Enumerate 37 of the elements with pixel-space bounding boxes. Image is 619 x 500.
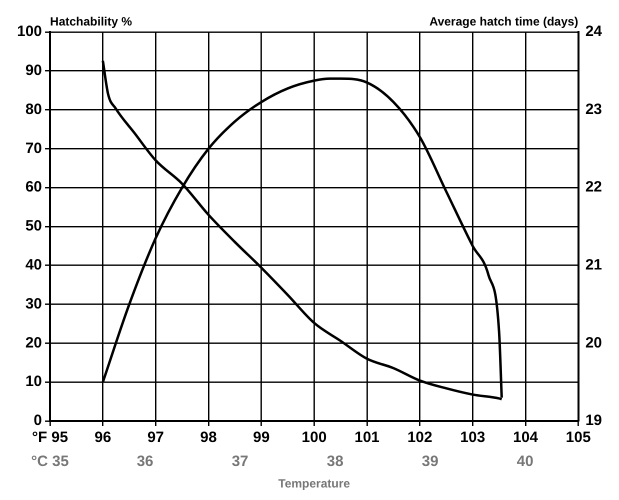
y-tick-label: 60 <box>25 178 42 196</box>
x-tick-label: 97 <box>147 429 164 446</box>
x-axis-title: Temperature <box>278 476 350 490</box>
x2-tick-label: 39 <box>422 453 438 470</box>
x-tick-label: 100 <box>302 429 327 446</box>
y2-tick-label: 24 <box>585 23 603 40</box>
y-tick-label: 30 <box>25 295 42 312</box>
y-tick-label: 100 <box>16 23 42 40</box>
y-tick-label: 0 <box>34 412 42 430</box>
y-tick-label: 10 <box>25 373 42 390</box>
y-axis-title: Hatchability % <box>50 14 132 28</box>
y2-tick-label: 21 <box>585 256 602 274</box>
x2-tick-label: 36 <box>136 453 154 470</box>
x-tick-label: 99 <box>253 429 270 446</box>
y2-tick-label: 20 <box>585 334 602 352</box>
x-tick-label: 101 <box>354 429 380 446</box>
x-tick-label: 98 <box>200 429 217 446</box>
y2-axis-title: Average hatch time (days) <box>429 14 578 28</box>
x2-tick-label: °C 35 <box>31 453 69 470</box>
y-tick-label: 80 <box>25 100 42 118</box>
y2-tick-label: 19 <box>585 412 602 430</box>
y-tick-label: 90 <box>25 62 42 80</box>
y2-tick-label: 22 <box>585 178 602 196</box>
x-tick-label: 104 <box>512 429 539 446</box>
x-tick-label: 96 <box>94 429 112 446</box>
y2-tick-label: 23 <box>585 100 602 118</box>
x-tick-label: 105 <box>566 429 591 446</box>
y-tick-label: 50 <box>25 218 42 235</box>
x2-tick-label: 38 <box>326 453 344 470</box>
x-tick-label: 102 <box>407 429 432 446</box>
y-tick-label: 20 <box>25 334 42 352</box>
x-tick-label: 103 <box>460 429 486 446</box>
y-tick-label: 40 <box>25 256 42 274</box>
x2-tick-label: 40 <box>516 453 534 470</box>
y-tick-label: 70 <box>25 140 42 157</box>
x2-tick-label: 37 <box>232 453 248 470</box>
x-tick-label: °F 95 <box>32 429 68 446</box>
